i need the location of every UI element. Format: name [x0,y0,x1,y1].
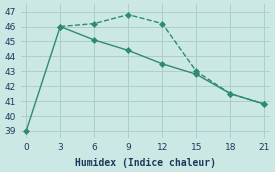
X-axis label: Humidex (Indice chaleur): Humidex (Indice chaleur) [75,158,216,168]
